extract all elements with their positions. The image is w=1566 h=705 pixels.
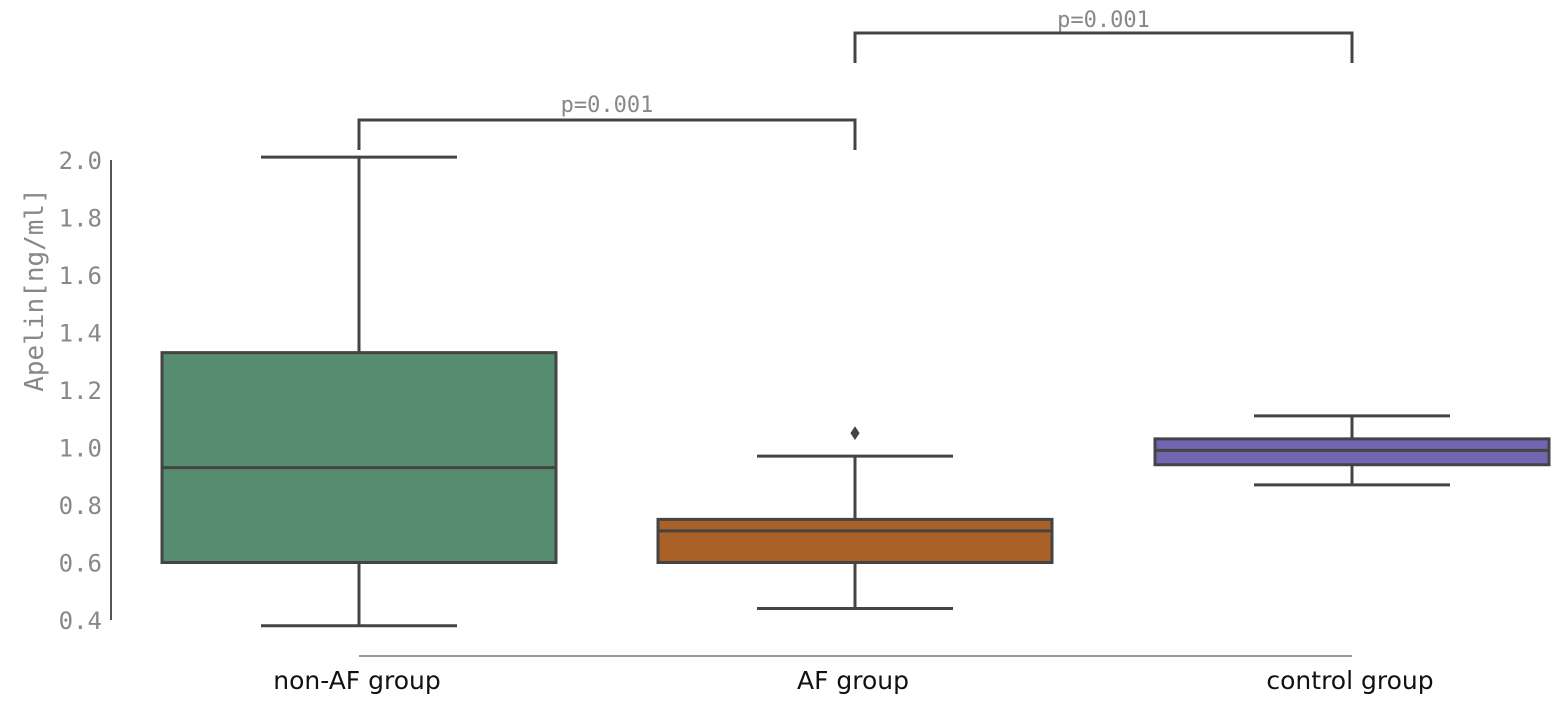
- y-tick-label: 1.8: [59, 205, 102, 233]
- y-tick-label: 1.6: [59, 262, 102, 290]
- box-3: [1153, 414, 1551, 487]
- box-1: [160, 155, 558, 628]
- y-tick-label: 1.4: [59, 320, 102, 348]
- significance-bracket-2: p=0.001: [853, 8, 1354, 63]
- significance-annotations: p=0.001 p=0.001: [357, 8, 1354, 150]
- y-tick-labels: 0.4 0.6 0.8 1.0 1.2 1.4 1.6 1.8 2.0: [59, 147, 102, 635]
- box-2: [656, 426, 1054, 610]
- box-iqr: [160, 351, 558, 564]
- bracket-line: [357, 118, 857, 150]
- p-value-label: p=0.001: [561, 93, 654, 118]
- bracket-line: [853, 31, 1354, 63]
- y-tick-label: 0.8: [59, 492, 102, 520]
- x-axis: non-AF group AF group control group: [273, 655, 1434, 695]
- y-tick-label: 0.4: [59, 607, 102, 635]
- y-axis-label: Apelin[ng/ml]: [20, 188, 50, 392]
- x-tick-label: AF group: [797, 666, 909, 695]
- y-tick-label: 2.0: [59, 147, 102, 175]
- y-tick-label: 1.0: [59, 435, 102, 463]
- y-tick-label: 0.6: [59, 550, 102, 578]
- y-tick-label: 1.2: [59, 377, 102, 405]
- p-value-label: p=0.001: [1057, 8, 1150, 33]
- outlier-point: [850, 426, 860, 441]
- box-iqr: [656, 517, 1054, 564]
- x-tick-label: control group: [1266, 666, 1433, 695]
- x-tick-labels: non-AF group AF group control group: [273, 666, 1433, 695]
- box-series: [160, 155, 1551, 628]
- significance-bracket-1: p=0.001: [357, 93, 857, 150]
- y-axis: 0.4 0.6 0.8 1.0 1.2 1.4 1.6 1.8 2.0 Apelin[ng/ml…: [20, 147, 112, 635]
- x-tick-label: non-AF group: [273, 666, 441, 695]
